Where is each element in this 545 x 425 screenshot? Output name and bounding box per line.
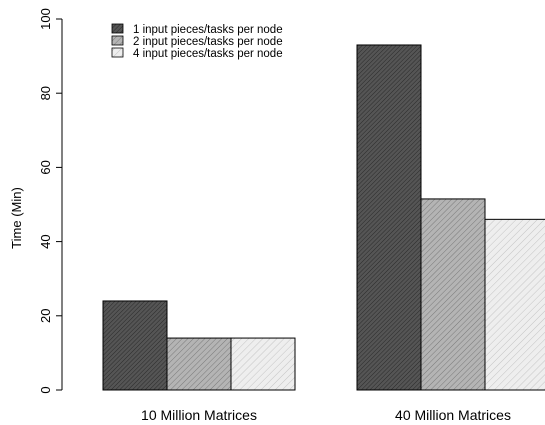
bar [102,300,168,391]
bar [484,218,545,391]
x-category-label: 10 Million Matrices [141,407,257,423]
bars-group [102,44,545,391]
legend-label: 1 input pieces/tasks per node [133,24,283,36]
legend-swatch [111,23,124,34]
bar [356,44,422,391]
y-tick-label: 40 [38,234,53,248]
y-axis: 0 20 40 60 80 100 [38,8,63,394]
x-category-label: 40 Million Matrices [395,407,511,423]
legend-label: 4 input pieces/tasks per node [133,48,283,60]
x-axis-labels: 10 Million Matrices 40 Million Matrices [141,407,511,423]
bar [420,198,486,391]
bar [230,337,296,391]
legend-swatch [111,47,124,58]
legend-label: 2 input pieces/tasks per node [133,36,283,48]
y-tick-label: 80 [38,86,53,100]
y-axis-title: Time (Min) [9,187,24,249]
y-tick-label: 0 [38,386,53,393]
bar [166,337,232,391]
y-tick-label: 60 [38,160,53,174]
y-tick-label: 20 [38,309,53,323]
y-tick-label: 100 [38,8,53,30]
legend-swatch [111,35,124,46]
